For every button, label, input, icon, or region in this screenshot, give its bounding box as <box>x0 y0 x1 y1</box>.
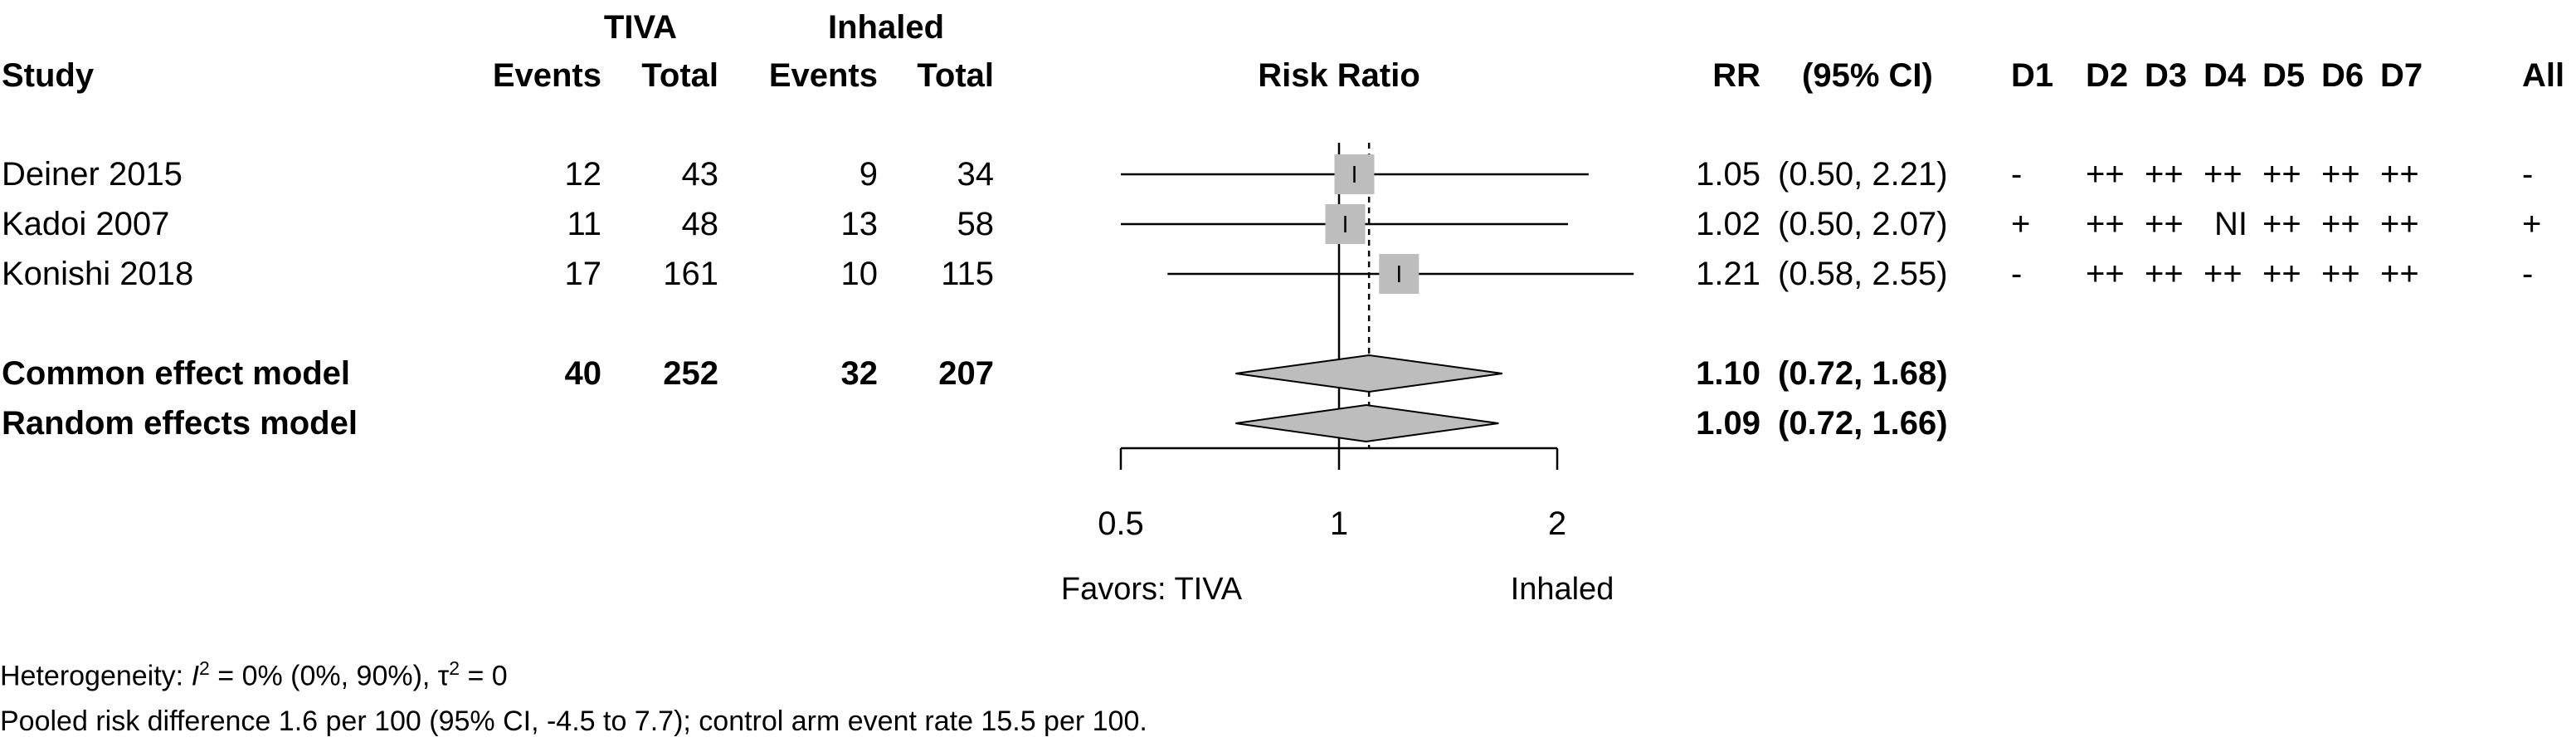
rob-all: - <box>2522 256 2533 292</box>
inhaled-total: 207 <box>938 355 994 392</box>
favors-right-label: Inhaled <box>1511 572 1614 607</box>
total1-header: Total <box>641 57 718 94</box>
rob-d1: - <box>2011 256 2022 292</box>
study-row: Konishi 2018 17 161 10 115 1.21 (0.58, 2… <box>2 256 2533 292</box>
rob-d2: ++ <box>2086 206 2125 242</box>
tick-label: 0.5 <box>1098 505 1144 542</box>
rob-d5: ++ <box>2262 206 2301 242</box>
study-header: Study <box>2 57 95 94</box>
inhaled-events: 32 <box>841 355 879 392</box>
tiva-events: 11 <box>567 206 601 242</box>
pooled-risk-difference-note: Pooled risk difference 1.6 per 100 (95% … <box>0 706 1147 737</box>
rob-d1: - <box>2011 156 2022 193</box>
rob-d7: ++ <box>2380 206 2419 242</box>
het-end: = 0 <box>460 660 508 692</box>
tick-label: 2 <box>1548 505 1566 542</box>
ci-value: (0.72, 1.66) <box>1778 405 1948 442</box>
random-effects-diamond <box>1235 403 1499 443</box>
het-sup: 2 <box>199 657 210 679</box>
tiva-total: 161 <box>663 256 718 292</box>
rob-d3: ++ <box>2145 256 2184 292</box>
ci-header: (95% CI) <box>1802 57 1933 94</box>
rob-all: + <box>2522 206 2541 242</box>
inhaled-total: 34 <box>957 156 995 193</box>
inhaled-total: 115 <box>941 256 994 292</box>
tiva-total: 252 <box>663 355 718 392</box>
rr-value: 1.09 <box>1696 405 1760 442</box>
rr-value: 1.10 <box>1696 355 1760 392</box>
rob-d1: + <box>2011 206 2030 242</box>
rob-header-d5: D5 <box>2262 57 2305 94</box>
rob-d5: ++ <box>2262 256 2301 292</box>
study-name: Kadoi 2007 <box>2 206 169 242</box>
rob-d6: ++ <box>2321 256 2360 292</box>
inhaled-events: 9 <box>859 156 878 193</box>
rob-d2: ++ <box>2086 156 2125 193</box>
total2-header: Total <box>917 57 994 94</box>
rob-header-all: All <box>2522 57 2564 94</box>
rob-header-d1: D1 <box>2011 57 2053 94</box>
tiva-events: 40 <box>565 355 602 392</box>
rob-header-d4: D4 <box>2203 57 2247 94</box>
tiva-total: 43 <box>682 156 719 193</box>
study-name: Konishi 2018 <box>2 256 193 292</box>
ci-value: (0.50, 2.21) <box>1778 156 1948 193</box>
study-name: Deiner 2015 <box>2 156 183 193</box>
rob-d6: ++ <box>2321 206 2360 242</box>
rob-header-d2: D2 <box>2086 57 2128 94</box>
model-name: Common effect model <box>2 355 350 392</box>
ci-value: (0.72, 1.68) <box>1778 355 1948 392</box>
group1-header: TIVA <box>604 9 677 46</box>
rr-value: 1.05 <box>1696 156 1760 193</box>
rob-d3: ++ <box>2145 206 2184 242</box>
tick-label: 1 <box>1330 505 1348 542</box>
rob-d4: NI <box>2214 206 2247 242</box>
rob-header-d6: D6 <box>2321 57 2364 94</box>
rob-all: - <box>2522 156 2533 193</box>
group2-header: Inhaled <box>828 9 944 46</box>
tiva-total: 48 <box>682 206 719 242</box>
heterogeneity-note: Heterogeneity: I2 = 0% (0%, 90%), τ2 = 0 <box>0 657 508 692</box>
rob-d7: ++ <box>2380 156 2419 193</box>
favors-left-label: Favors: TIVA <box>1061 572 1243 607</box>
study-row: Kadoi 2007 11 48 13 58 1.02 (0.50, 2.07)… <box>2 206 2541 242</box>
rob-d4: ++ <box>2203 156 2242 193</box>
events1-header: Events <box>493 57 601 94</box>
tiva-events: 17 <box>565 256 602 292</box>
forest-plot: TIVA Inhaled Study Events Total Events T… <box>2 9 2564 607</box>
rr-value: 1.02 <box>1696 206 1760 242</box>
rob-header-d3: D3 <box>2145 57 2187 94</box>
rr-header: RR <box>1712 57 1760 94</box>
ci-value: (0.50, 2.07) <box>1778 206 1948 242</box>
rob-d3: ++ <box>2145 156 2184 193</box>
rob-d4: ++ <box>2203 256 2242 292</box>
rob-d2: ++ <box>2086 256 2125 292</box>
model-name: Random effects model <box>2 405 358 442</box>
random-effects-row: Random effects model 1.09 (0.72, 1.66) <box>2 405 1948 442</box>
tiva-events: 12 <box>565 156 602 193</box>
rob-d5: ++ <box>2262 156 2301 193</box>
inhaled-events: 10 <box>841 256 879 292</box>
het-rest: = 0% (0%, 90%), τ <box>209 660 450 692</box>
rob-d7: ++ <box>2380 256 2419 292</box>
rr-value: 1.21 <box>1696 256 1760 292</box>
common-effect-row: Common effect model 40 252 32 207 1.10 (… <box>2 355 1948 392</box>
het-i: I <box>191 660 200 692</box>
common-effect-diamond <box>1235 354 1502 393</box>
forest-marks <box>1119 143 1634 470</box>
inhaled-total: 58 <box>957 206 995 242</box>
het-sup2: 2 <box>449 657 460 679</box>
events2-header: Events <box>769 57 878 94</box>
risk-ratio-header: Risk Ratio <box>1258 57 1420 94</box>
rob-header-d7: D7 <box>2380 57 2423 94</box>
ci-value: (0.58, 2.55) <box>1778 256 1948 292</box>
inhaled-events: 13 <box>841 206 879 242</box>
rob-d6: ++ <box>2321 156 2360 193</box>
study-row: Deiner 2015 12 43 9 34 1.05 (0.50, 2.21)… <box>2 156 2533 193</box>
het-prefix: Heterogeneity: <box>0 660 192 692</box>
